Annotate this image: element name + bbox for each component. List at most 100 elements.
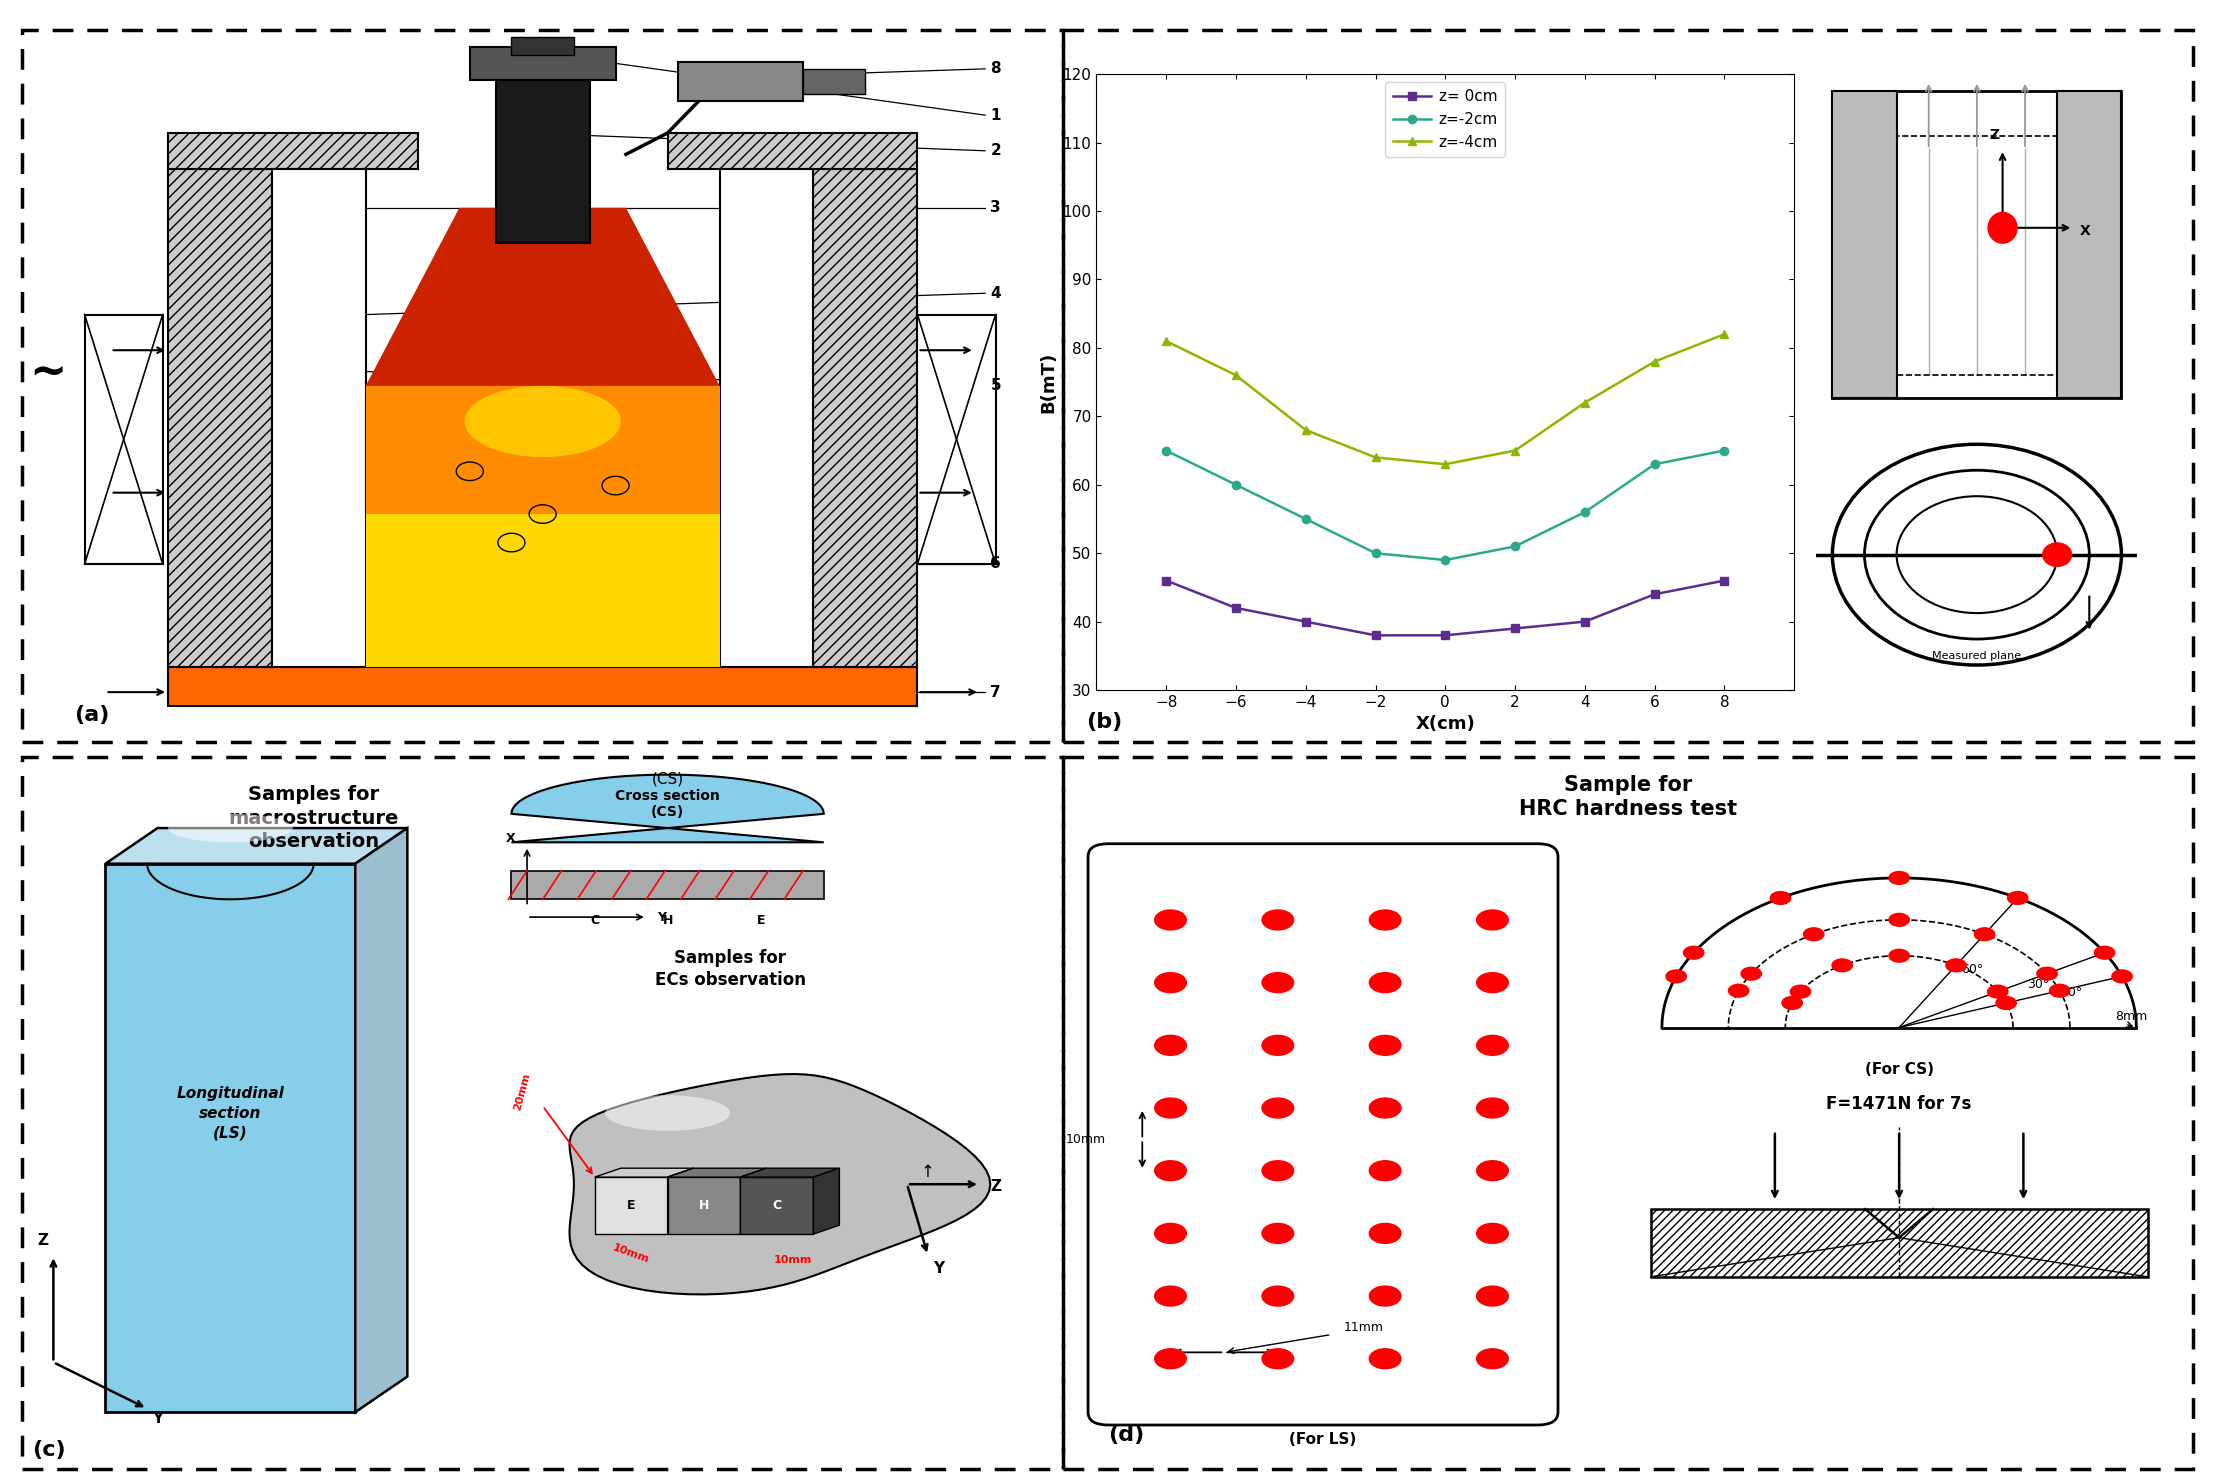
Bar xyxy=(667,134,917,169)
Text: (b): (b) xyxy=(1085,712,1123,732)
Circle shape xyxy=(1263,972,1294,993)
Text: X: X xyxy=(2080,224,2091,237)
z= 0cm xyxy=(1502,619,1528,637)
Text: 8mm: 8mm xyxy=(2115,1011,2149,1024)
z=-2cm xyxy=(1641,456,1668,473)
Ellipse shape xyxy=(1865,470,2089,640)
Text: Y: Y xyxy=(153,1411,164,1426)
Bar xyxy=(168,668,917,706)
Circle shape xyxy=(1263,910,1294,930)
Polygon shape xyxy=(667,1168,693,1235)
Circle shape xyxy=(1263,1098,1294,1117)
z=-4cm xyxy=(1223,367,1249,384)
Bar xyxy=(272,169,365,668)
Text: 30°: 30° xyxy=(2027,978,2049,991)
z=-4cm xyxy=(1362,448,1389,466)
Text: Z: Z xyxy=(1989,128,2000,142)
Text: X: X xyxy=(507,833,516,846)
Circle shape xyxy=(1154,1223,1187,1244)
Text: E: E xyxy=(758,914,766,928)
Circle shape xyxy=(1369,1160,1400,1181)
Bar xyxy=(813,169,917,668)
z= 0cm xyxy=(1710,571,1737,589)
Text: C: C xyxy=(773,1199,782,1212)
z=-4cm xyxy=(1291,421,1318,439)
Bar xyxy=(917,315,995,564)
Text: Y: Y xyxy=(658,911,667,923)
z=-4cm xyxy=(1431,456,1457,473)
Text: 20°: 20° xyxy=(2060,987,2082,999)
Circle shape xyxy=(1154,1349,1187,1368)
z= 0cm xyxy=(1223,600,1249,617)
z=-2cm xyxy=(1291,510,1318,528)
Text: (For CS): (For CS) xyxy=(1865,1063,1934,1077)
Bar xyxy=(1896,135,2058,374)
Bar xyxy=(168,134,419,169)
Text: (For LS): (For LS) xyxy=(1289,1432,1356,1447)
Text: 20mm: 20mm xyxy=(512,1071,532,1112)
Text: 10mm: 10mm xyxy=(611,1242,651,1264)
Circle shape xyxy=(1369,1098,1400,1117)
z=-4cm xyxy=(1710,325,1737,343)
Polygon shape xyxy=(365,208,720,386)
z= 0cm xyxy=(1291,613,1318,631)
Text: Cross section
(CS): Cross section (CS) xyxy=(616,789,720,819)
Bar xyxy=(168,169,272,668)
Bar xyxy=(802,68,866,93)
Polygon shape xyxy=(667,1168,766,1177)
Bar xyxy=(1832,92,1896,398)
Circle shape xyxy=(1987,985,2009,999)
Circle shape xyxy=(1263,1287,1294,1306)
Bar xyxy=(496,65,589,243)
Polygon shape xyxy=(740,1168,839,1177)
Circle shape xyxy=(1974,928,1996,941)
Polygon shape xyxy=(354,828,408,1413)
z=-4cm xyxy=(1570,393,1597,411)
Polygon shape xyxy=(106,828,408,864)
Circle shape xyxy=(1996,997,2016,1009)
Polygon shape xyxy=(106,864,354,1413)
Circle shape xyxy=(1369,910,1400,930)
Circle shape xyxy=(1154,1160,1187,1181)
z=-4cm xyxy=(1152,332,1178,350)
Circle shape xyxy=(1369,1223,1400,1244)
Text: Sample for
HRC hardness test: Sample for HRC hardness test xyxy=(1519,775,1737,819)
Text: 1: 1 xyxy=(990,108,1001,123)
Circle shape xyxy=(2049,984,2069,997)
Polygon shape xyxy=(365,386,720,513)
Circle shape xyxy=(1889,950,1909,962)
Circle shape xyxy=(1154,1036,1187,1055)
Y-axis label: B(mT): B(mT) xyxy=(1039,352,1057,413)
Text: H: H xyxy=(700,1199,709,1212)
Circle shape xyxy=(2042,543,2071,567)
Circle shape xyxy=(1369,1036,1400,1055)
Bar xyxy=(2058,92,2122,398)
Circle shape xyxy=(1263,1349,1294,1368)
Text: 11mm: 11mm xyxy=(1345,1321,1384,1334)
Text: 5: 5 xyxy=(990,378,1001,393)
Circle shape xyxy=(1369,1287,1400,1306)
Text: 60°: 60° xyxy=(1962,963,1985,975)
Circle shape xyxy=(1477,1098,1508,1117)
z= 0cm xyxy=(1641,585,1668,603)
Circle shape xyxy=(1683,947,1703,959)
Bar xyxy=(470,47,616,80)
Circle shape xyxy=(2038,968,2058,979)
Text: 4: 4 xyxy=(990,286,1001,301)
Circle shape xyxy=(1263,1160,1294,1181)
z=-2cm xyxy=(1152,442,1178,460)
Line: z=-2cm: z=-2cm xyxy=(1163,447,1728,564)
Circle shape xyxy=(1369,1349,1400,1368)
Circle shape xyxy=(1477,1160,1508,1181)
Circle shape xyxy=(1263,1036,1294,1055)
Text: ~: ~ xyxy=(29,350,66,393)
z=-4cm xyxy=(1502,442,1528,460)
FancyBboxPatch shape xyxy=(1088,844,1557,1425)
Circle shape xyxy=(2007,892,2029,904)
Text: (d): (d) xyxy=(1108,1425,1145,1444)
Text: 2: 2 xyxy=(990,144,1001,159)
Bar xyxy=(1650,1209,2149,1276)
Text: Samples for
ECs observation: Samples for ECs observation xyxy=(656,948,806,988)
Circle shape xyxy=(1154,1287,1187,1306)
Text: Measured plane: Measured plane xyxy=(1931,650,2022,660)
